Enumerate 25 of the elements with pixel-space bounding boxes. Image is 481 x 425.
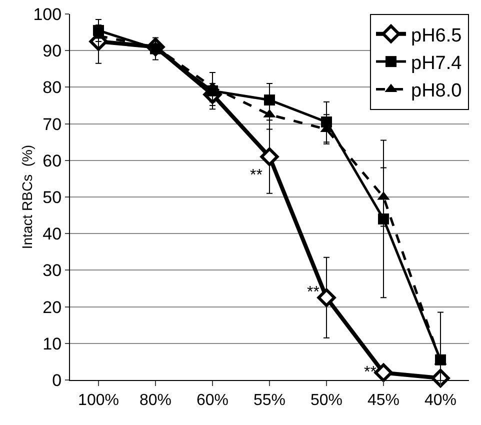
y-tick-label: 90 — [42, 42, 62, 61]
x-tick-label: 50% — [310, 392, 343, 410]
legend-label: pH8.0 — [411, 80, 462, 102]
x-tick-label: 80% — [139, 392, 172, 410]
x-tick-label: 60% — [196, 392, 229, 410]
annotation: ** — [250, 167, 262, 184]
y-tick-label: 70 — [42, 114, 62, 134]
x-tick-label: 40% — [424, 392, 457, 410]
x-tick-label: 45% — [367, 392, 400, 410]
legend-label: pH7.4 — [411, 52, 462, 74]
y-tick-label: 60 — [42, 151, 62, 170]
legend-label: pH6.5 — [411, 25, 462, 46]
x-tick-label: 100% — [78, 392, 119, 410]
y-tick-label: 30 — [42, 261, 62, 280]
x-tick-label: 55% — [253, 392, 286, 410]
y-tick-label: 100 — [33, 4, 62, 24]
y-tick-label: 40 — [42, 224, 62, 244]
y-tick-label: 50 — [42, 188, 62, 207]
y-tick-label: 20 — [42, 298, 62, 317]
annotation: ** — [307, 284, 320, 301]
y-tick-label: 0 — [52, 370, 62, 390]
y-tick-label: 10 — [42, 334, 62, 354]
y-axis-title: Intact RBCs (%) — [19, 144, 35, 250]
annotation: ** — [364, 364, 376, 381]
y-tick-label: 80 — [42, 78, 62, 98]
